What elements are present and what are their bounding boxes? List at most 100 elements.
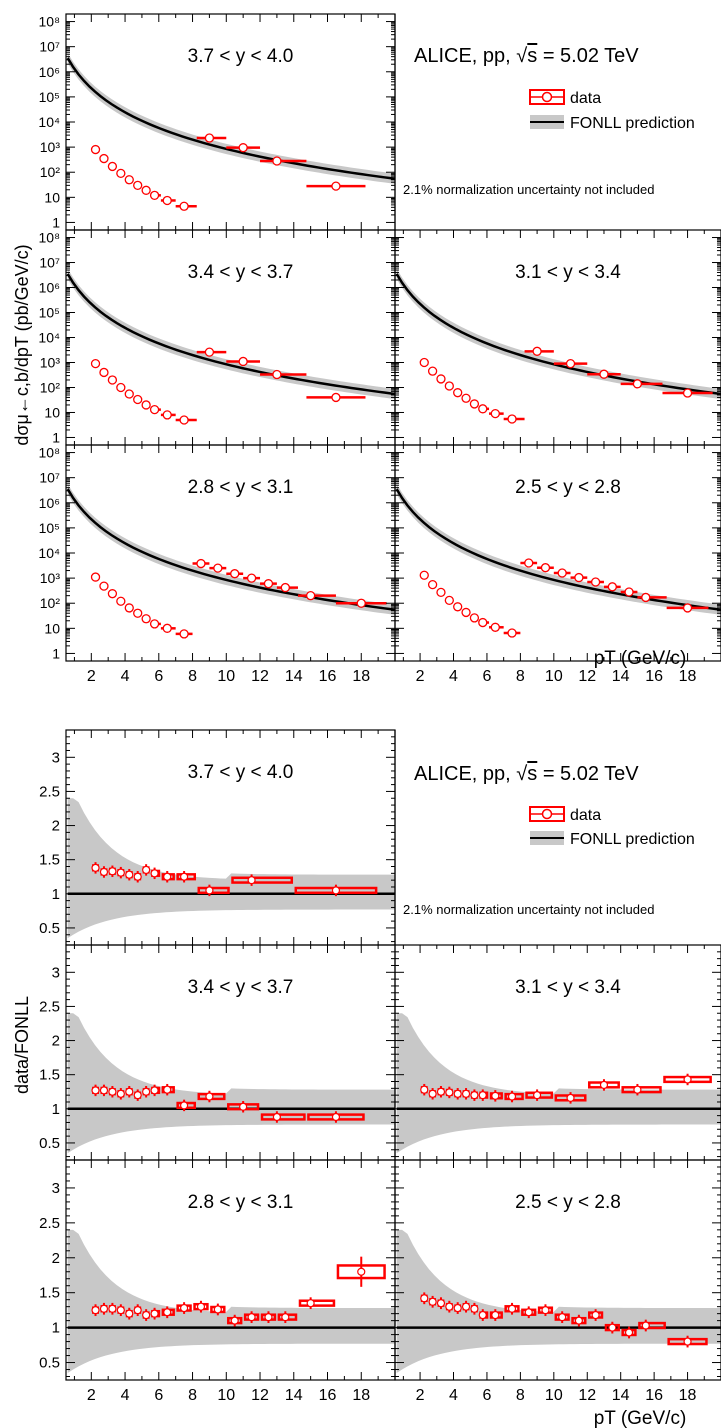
data-point (565, 358, 576, 369)
y-tick-label: 1 (52, 429, 60, 445)
y-tick-label: 1 (52, 886, 60, 903)
data-point (436, 374, 446, 384)
plot-area (396, 1229, 721, 1374)
data-point (91, 1086, 100, 1095)
x-tick-label: 10 (545, 1387, 563, 1404)
y-tick-label: 10⁷ (39, 39, 60, 55)
data-point (150, 869, 159, 878)
data-point (478, 1091, 487, 1100)
x-tick-label: 12 (578, 1387, 596, 1404)
data-point (453, 1089, 462, 1098)
y-tick-label: 10⁶ (39, 495, 60, 511)
legend-fonll-label: FONLL prediction (570, 115, 695, 132)
data-point (420, 1294, 429, 1303)
fonll-band (396, 1013, 721, 1154)
data-point (574, 572, 584, 583)
x-tick-label: 16 (645, 1387, 663, 1404)
ratio-panel-2: 3.1 < y < 3.4 (394, 944, 721, 1161)
data-point (90, 144, 101, 155)
data-point (163, 872, 172, 881)
data-point (133, 394, 143, 405)
y-tick-label: 10 (44, 189, 60, 205)
data-point (142, 865, 151, 875)
data-syst-box (298, 1299, 336, 1307)
data-point (427, 366, 438, 376)
x-tick-label: 6 (482, 668, 491, 685)
data-point (142, 1310, 151, 1320)
data-point (305, 591, 316, 601)
data-point (133, 1306, 142, 1315)
xsec-panel-4: 2.5 < y < 2.8 2 4 6 8 10 12 14 16 18 (394, 444, 721, 685)
x-tick-label: 14 (612, 1387, 630, 1404)
data-point (133, 1091, 142, 1100)
data-point (356, 598, 366, 608)
y-tick-label: 2 (52, 1033, 60, 1050)
y-tick-label: 10⁶ (39, 64, 60, 80)
data-point (461, 1302, 471, 1311)
data-point (196, 558, 206, 569)
legend-bottom: data FONLL prediction (529, 806, 695, 848)
data-point (444, 381, 454, 391)
x-tick-label: 18 (352, 1387, 370, 1404)
x-tick-label: 2 (87, 668, 96, 685)
data-point (142, 1087, 151, 1096)
y-tick-label: 10⁴ (38, 330, 60, 346)
x-tick-label: 10 (545, 668, 563, 685)
data-point (632, 379, 643, 389)
y-tick-label: 1 (52, 214, 60, 230)
data-point (107, 589, 118, 599)
data-syst-box (231, 876, 294, 884)
xsec-panel-3: 2.8 < y < 3.1 1 10 10² 10³ 10⁴ 10⁵ 10⁶ 10⁷ 10⁸ 2 4 6… (38, 444, 396, 685)
data-syst-box (260, 1113, 306, 1121)
data-point (453, 602, 463, 612)
data-point (331, 392, 341, 403)
fonll-curve (395, 488, 721, 611)
y-tick-label: 1.5 (39, 1067, 60, 1084)
data-point (149, 190, 160, 200)
data-point (682, 603, 693, 613)
rapidity-label: 3.7 < y < 4.0 (188, 762, 294, 783)
y-tick-label: 2.5 (39, 998, 60, 1015)
x-tick-label: 4 (449, 1387, 458, 1404)
data-point (641, 592, 651, 603)
data-point (116, 168, 126, 179)
y-tick-label: 10³ (40, 139, 61, 155)
panel-frame (394, 1159, 721, 1381)
data-point (133, 180, 143, 191)
y-tick-label: 2 (52, 1250, 60, 1267)
data-point (436, 1087, 446, 1096)
y-tick-label: 1.5 (39, 1285, 60, 1302)
legend-data-label: data (570, 90, 601, 107)
plots-layer: 3.7 < y < 4.011010²10³10⁴10⁵10⁶10⁷10⁸3.7… (38, 13, 721, 1404)
x-tick-label: 4 (121, 668, 130, 685)
data-syst-box (197, 886, 230, 895)
y-tick-label: 10⁵ (39, 89, 60, 105)
data-point (238, 356, 248, 367)
x-tick-label: 18 (352, 668, 370, 685)
y-tick-label: 0.5 (39, 1355, 60, 1372)
x-tick-label: 12 (578, 668, 596, 685)
x-tick-label: 16 (319, 1387, 337, 1404)
data-point (99, 367, 109, 378)
data-point (205, 1092, 214, 1101)
data-point (99, 581, 109, 591)
data-point (524, 558, 534, 568)
rapidity-label: 3.4 < y < 3.7 (188, 977, 294, 998)
data-syst-box (638, 1321, 666, 1330)
y-tick-label: 3 (52, 964, 60, 981)
data-point (107, 161, 118, 172)
data-point (461, 393, 471, 403)
normalization-note-top: 2.1% normalization uncertainty not inclu… (403, 182, 654, 197)
data-point (357, 1267, 366, 1276)
xsec-panel-0: 3.7 < y < 4.0 1 10 10² 10³ 10⁴ 10⁵ 10⁶ 10⁷ 10⁸ (38, 13, 396, 231)
y-tick-label: 10⁴ (38, 114, 60, 130)
y-tick-label: 1.5 (39, 852, 60, 869)
y-tick-label: 2 (52, 818, 60, 835)
data-point (453, 388, 463, 398)
data-point (683, 1075, 692, 1084)
data-point (532, 346, 542, 356)
legend-fonll-label-bottom: FONLL prediction (570, 831, 695, 848)
rapidity-label: 3.1 < y < 3.4 (515, 977, 621, 998)
data-point (453, 1303, 462, 1313)
